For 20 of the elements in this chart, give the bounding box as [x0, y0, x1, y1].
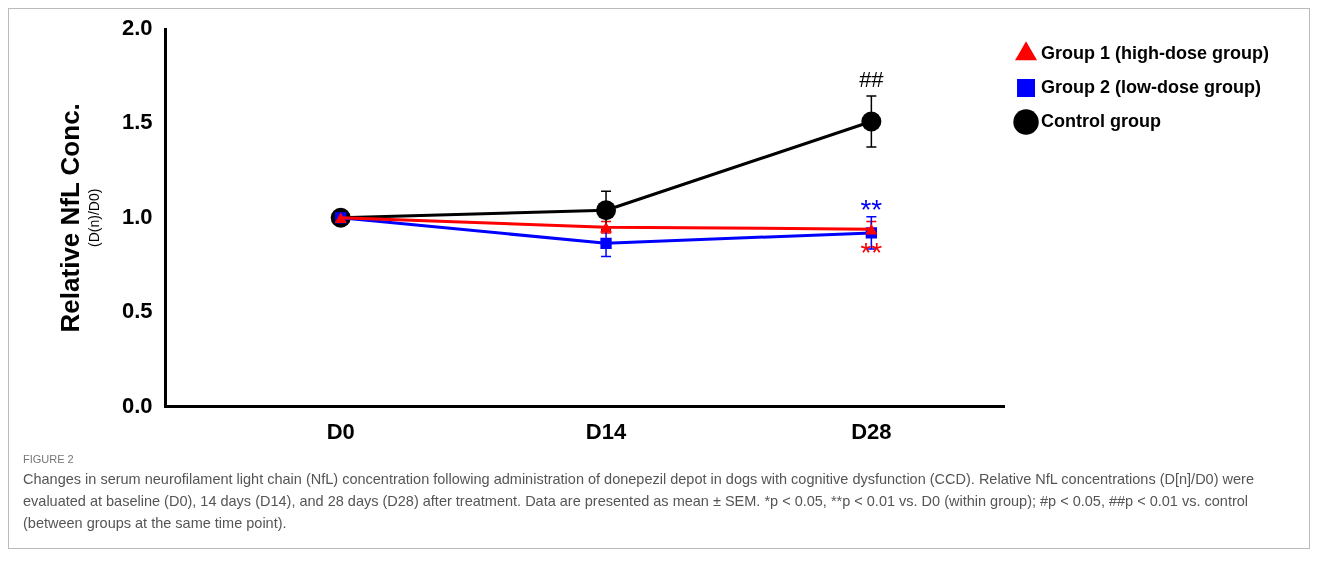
point — [600, 237, 612, 249]
caption: FIGURE 2 — [23, 453, 75, 465]
y-tick-label: 0.0 — [121, 392, 153, 418]
y-tick-label: 1.0 — [121, 203, 153, 229]
data-label: ** — [860, 237, 883, 269]
legend-label: Control group — [1041, 110, 1162, 131]
x-tick-label: D14 — [585, 418, 627, 444]
y-tick-label: 0.5 — [121, 298, 153, 324]
data-label: ** — [860, 193, 883, 225]
point — [596, 200, 617, 221]
legend-label: Group 2 (low-dose group) — [1041, 76, 1262, 97]
y-axis-title: Relative NfL Conc. (D(n)/D0) — [55, 103, 102, 333]
point — [861, 111, 882, 132]
x-tick-label: D0 — [326, 418, 355, 444]
y-tick-label: 2.0 — [121, 15, 153, 41]
data-label: ## — [859, 67, 885, 93]
text: Changes in serum neurofilament light chain (NfL) concentration following administration of donepezil depot in dogs with cognitive dysfunction (CCD). Relative NfL concentrations (D[n]/D0) were evaluated at baseline (D0), 14 days (D14), and 28 days (D28) after treatment. Data are presented as mean ± SEM. *p < 0.05, **p < 0.01 vs. D0 (within group); #p < 0.05, ##p < 0.01 vs. control (between groups at the same time point). — [23, 470, 1255, 533]
y-tick-label: 1.5 — [121, 109, 153, 135]
legend-label: Group 1 (high-dose group) — [1041, 42, 1270, 63]
x-tick-label: D28 — [851, 418, 892, 444]
